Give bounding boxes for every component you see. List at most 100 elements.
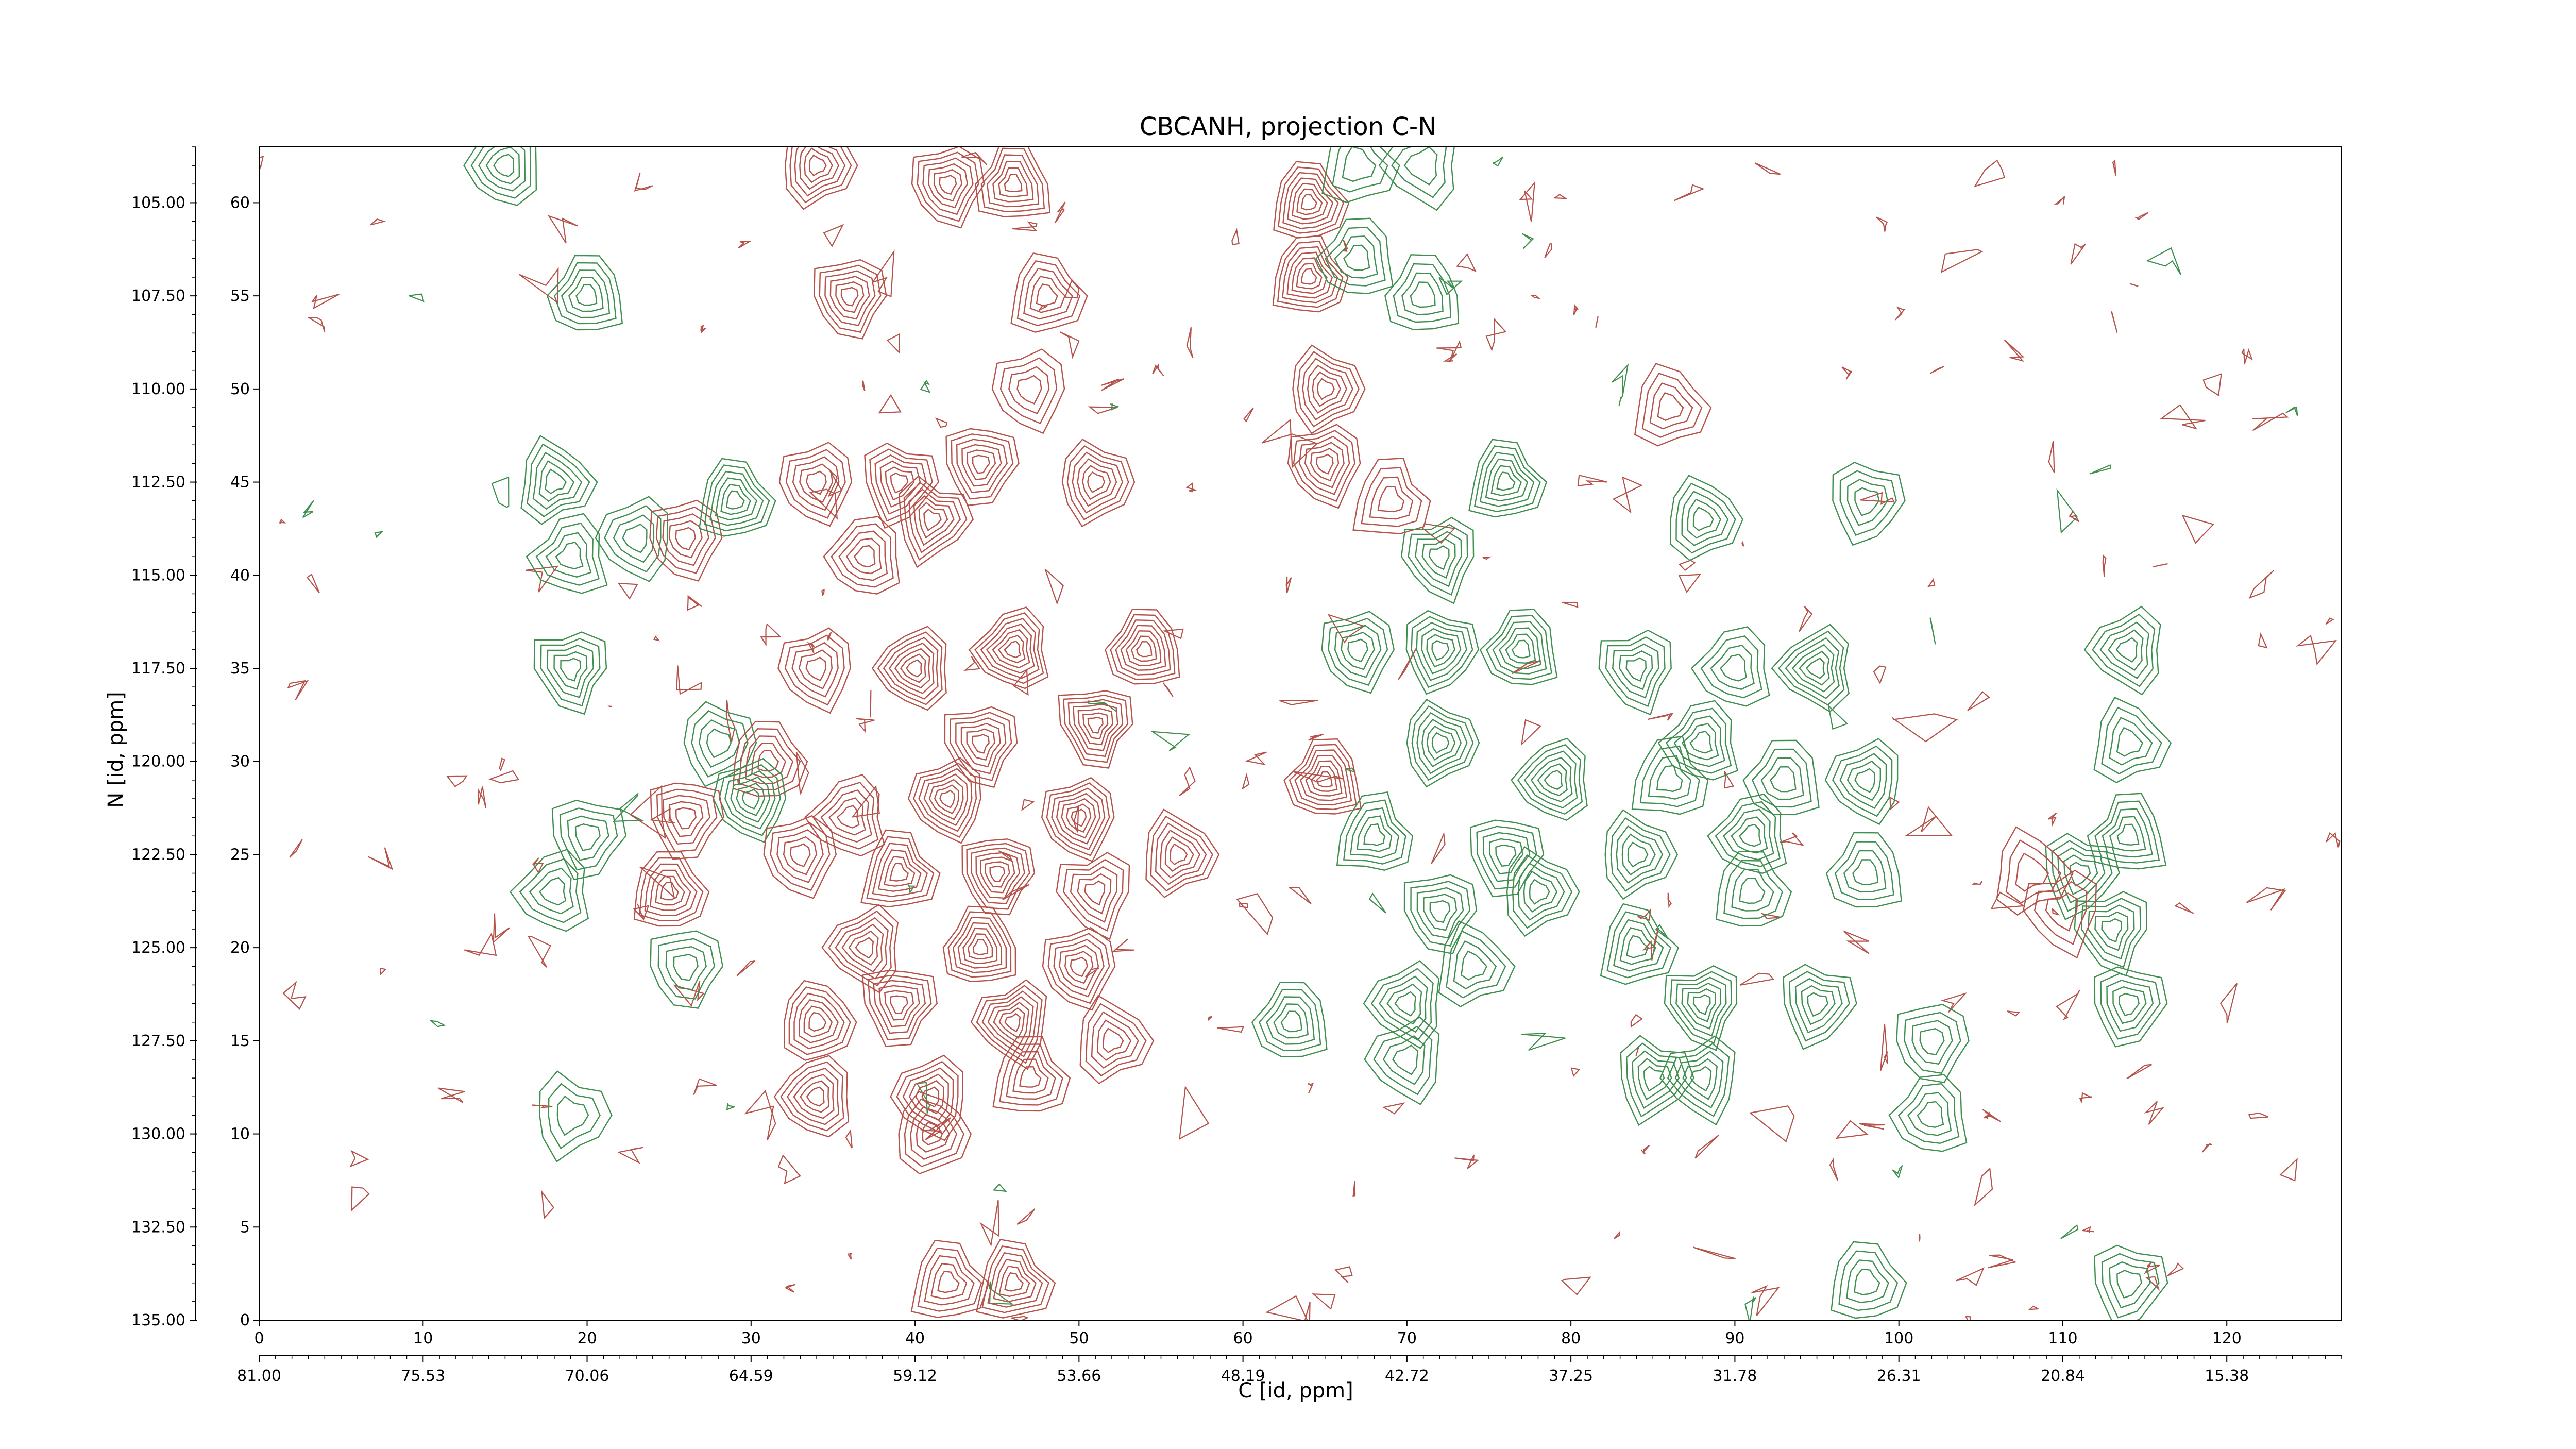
peak-contour-group <box>2093 697 2172 784</box>
noise-contour <box>1245 751 1267 766</box>
noise-contour <box>1287 887 1312 904</box>
noise-contour <box>2167 1262 2184 1276</box>
contour-level <box>1627 841 1649 868</box>
contour-level <box>789 843 811 867</box>
noise-contour <box>2145 1276 2160 1291</box>
noise-contour <box>2241 348 2253 365</box>
y-axis: 0 135.00 5 132.50 10 130.00 15 127.50 20 125.00 25… <box>131 146 259 1329</box>
contour-level <box>1292 344 1366 434</box>
contour-level <box>1155 822 1207 885</box>
noise-contour <box>499 757 505 771</box>
contour-level <box>1296 262 1323 290</box>
contour-level <box>986 154 1040 208</box>
noise-contour <box>1308 733 1324 741</box>
peak-contour-group <box>1272 235 1349 313</box>
peak-contour-group <box>961 838 1036 916</box>
contour-level <box>1510 737 1588 821</box>
contour-level <box>1517 744 1583 815</box>
contour-level <box>763 815 837 899</box>
contour-level <box>820 789 873 843</box>
contour-level <box>998 167 1028 197</box>
contour-level <box>1087 717 1104 734</box>
contour-level <box>1103 1027 1124 1053</box>
contour-level <box>793 992 845 1050</box>
noise-contour <box>1843 931 1870 954</box>
noise-contour <box>2285 406 2298 416</box>
peak-contour-group <box>1888 1074 1968 1152</box>
x-index-tick-label: 0 <box>254 1329 264 1347</box>
contour-level <box>1742 739 1820 816</box>
contour-level <box>1066 445 1129 520</box>
contour-level <box>1414 531 1462 587</box>
contour-level <box>1496 471 1516 491</box>
contour-level <box>1016 375 1042 405</box>
contour-level <box>902 1067 954 1128</box>
noise-contour <box>527 936 552 968</box>
noise-contour <box>1443 353 1458 362</box>
contour-level <box>937 1270 960 1293</box>
contour-level <box>939 789 955 808</box>
contour-level <box>1438 920 1516 1007</box>
contour-level <box>855 937 874 959</box>
noise-contour <box>1974 159 2006 188</box>
contour-level <box>799 463 834 503</box>
noise-contour <box>963 656 981 671</box>
contour-level <box>1846 1259 1889 1303</box>
contour-level <box>788 986 851 1055</box>
contour-level <box>1082 712 1109 740</box>
contour-level <box>783 836 818 875</box>
y-ppm-tick-label: 107.50 <box>131 287 185 305</box>
contour-level <box>1634 363 1712 447</box>
contour-level <box>1059 945 1099 991</box>
noise-contour <box>617 1147 644 1165</box>
contour-level <box>546 255 623 331</box>
contour-level <box>2101 706 2162 774</box>
noise-contour <box>2102 554 2107 577</box>
contour-level <box>1341 631 1375 670</box>
noise-contour <box>1799 605 1813 632</box>
y-ppm-tick-label: 132.50 <box>131 1218 185 1236</box>
contour-level <box>649 499 723 582</box>
contour-level <box>657 938 715 1000</box>
contour-level <box>805 656 827 682</box>
contour-level <box>1719 653 1748 682</box>
contour-level <box>1506 846 1580 937</box>
contour-level <box>1631 735 1709 815</box>
contour-level <box>1421 538 1456 579</box>
contour-level <box>1598 629 1672 716</box>
contour-level <box>974 612 1044 684</box>
noise-contour <box>1967 690 1990 711</box>
peak-contour-group <box>1664 965 1738 1051</box>
contour-level <box>903 482 968 561</box>
y-ppm-tick-label: 117.50 <box>131 660 185 678</box>
noise-contour <box>2258 632 2268 649</box>
x-axis: 0 81.00 10 75.53 20 70.06 30 64.59 40 59.12 50 53.6… <box>237 1320 2342 1385</box>
noise-contour <box>653 635 660 642</box>
noise-contour <box>1678 574 1702 594</box>
peak-contour-group <box>944 706 1018 788</box>
noise-contour <box>1236 893 1274 936</box>
x-index-tick-label: 20 <box>577 1329 597 1347</box>
noise-contour <box>1577 474 1607 486</box>
noise-contour <box>693 1078 717 1096</box>
noise-contour <box>1012 221 1038 231</box>
noise-contour <box>1110 403 1120 411</box>
contour-level <box>778 442 853 527</box>
contour-level <box>526 513 608 594</box>
contour-level <box>898 1091 972 1175</box>
y-ppm-tick-label: 105.00 <box>131 194 185 212</box>
peak-contour-group <box>1010 252 1088 333</box>
contour-level <box>951 433 1014 500</box>
contour-level <box>918 768 973 832</box>
peak-contour-group <box>1438 920 1516 1007</box>
contour-level <box>2108 629 2144 671</box>
contour-level <box>1692 507 1714 532</box>
contour-level <box>669 801 704 837</box>
contour-level <box>1363 823 1385 846</box>
y-ppm-tick-label: 135.00 <box>131 1311 185 1329</box>
contour-level <box>1403 874 1478 955</box>
contour-level <box>1067 699 1124 757</box>
noise-contour <box>1485 317 1507 352</box>
contour-level <box>999 1043 1063 1106</box>
contour-level <box>838 530 888 581</box>
